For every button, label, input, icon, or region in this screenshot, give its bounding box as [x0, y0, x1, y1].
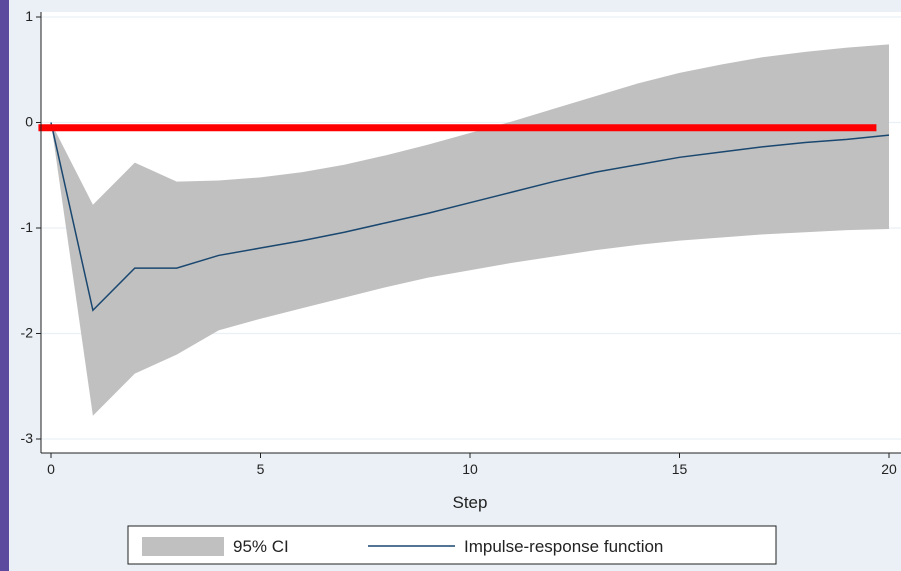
y-tick-label: 1 [25, 8, 33, 24]
irf-line [50, 122, 890, 312]
y-tick-label: -2 [21, 325, 34, 341]
chart-frame: -3 -2 -1 0 1 0 5 10 15 20 Step 95% CI Impulse-res… [9, 0, 901, 571]
legend-label-ci: 95% CI [233, 537, 289, 556]
legend-box [127, 525, 777, 565]
legend-label-irf: Impulse-response function [464, 537, 663, 556]
x-tick-label: 20 [881, 461, 897, 477]
x-tick-label: 15 [672, 461, 688, 477]
x-tick-label: 0 [47, 461, 55, 477]
y-tick-label: -1 [21, 219, 34, 235]
y-tick-label: -3 [21, 430, 34, 446]
legend-swatch-ci [142, 537, 224, 556]
x-tick-label: 10 [462, 461, 478, 477]
x-tick-label: 5 [257, 461, 265, 477]
y-tick-label: 0 [25, 114, 33, 130]
ci-band [51, 44, 889, 416]
x-axis-title: Step [453, 493, 488, 512]
legend: 95% CI Impulse-response function [127, 525, 777, 565]
